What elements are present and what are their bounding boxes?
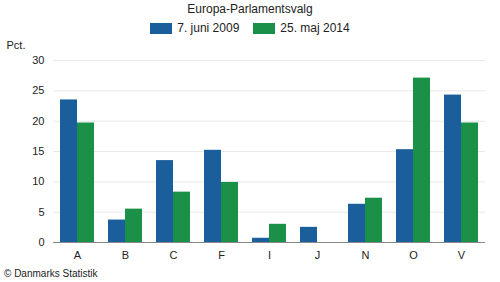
svg-text:Pct.: Pct. — [7, 39, 26, 51]
svg-text:N: N — [362, 249, 370, 261]
html-text:Europa-Parlamentsvalg: Europa-Parlamentsvalg — [187, 2, 313, 16]
svg-text:5: 5 — [38, 206, 44, 218]
html-text:7. juni 2009: 7. juni 2009 — [177, 21, 240, 35]
svg-text:20: 20 — [32, 115, 44, 127]
svg-text:B: B — [122, 249, 129, 261]
html-text:© Danmarks Statistik: © Danmarks Statistik — [4, 268, 98, 279]
svg-text:J: J — [315, 249, 321, 261]
svg-text:0: 0 — [38, 236, 44, 248]
html-text:25. maj 2014: 25. maj 2014 — [280, 21, 350, 35]
svg-text:I: I — [268, 249, 271, 261]
svg-text:25: 25 — [32, 84, 44, 96]
svg-text:15: 15 — [32, 145, 44, 157]
svg-text:C: C — [170, 249, 178, 261]
svg-text:V: V — [458, 249, 466, 261]
svg-text:F: F — [218, 249, 225, 261]
svg-text:O: O — [409, 249, 418, 261]
svg-text:10: 10 — [32, 175, 44, 187]
svg-text:30: 30 — [32, 54, 44, 66]
svg-text:A: A — [74, 249, 82, 261]
